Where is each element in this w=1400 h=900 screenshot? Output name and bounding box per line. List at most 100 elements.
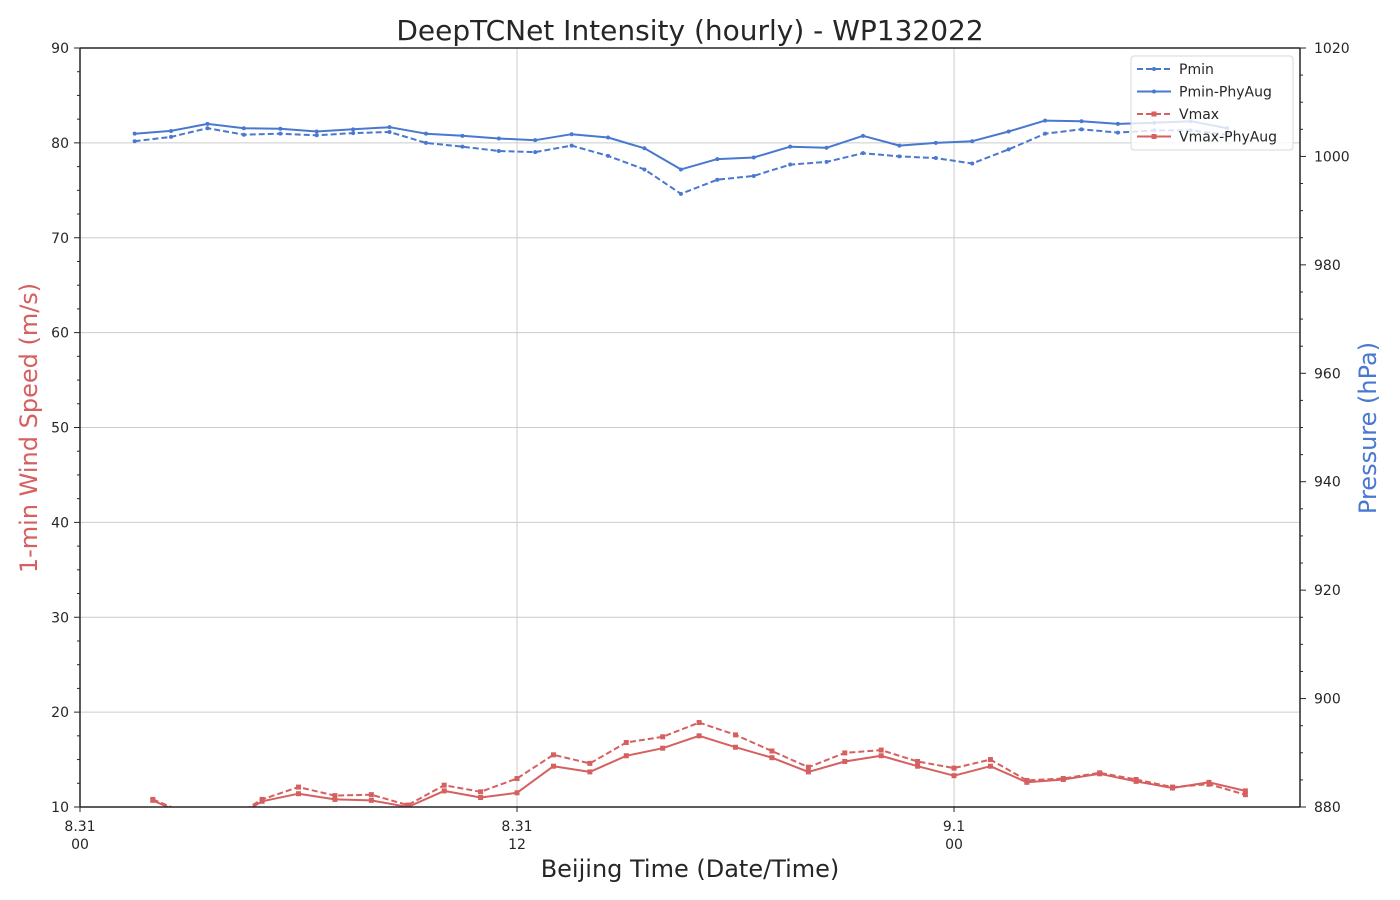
data-point — [751, 155, 756, 160]
y-right-tick-label: 920 — [1314, 583, 1341, 599]
legend-item: Vmax-PhyAug — [1137, 130, 1277, 146]
data-point — [351, 127, 356, 132]
data-point — [715, 157, 720, 162]
data-point — [751, 173, 756, 178]
data-point — [733, 732, 739, 738]
data-point — [1043, 131, 1048, 136]
legend-label: Vmax — [1179, 107, 1219, 123]
data-point — [314, 129, 319, 134]
data-point — [878, 747, 884, 753]
data-point — [606, 135, 611, 140]
data-point — [788, 144, 793, 149]
legend-swatch-marker — [1152, 89, 1156, 94]
y-left-tick-label: 60 — [51, 326, 69, 342]
data-point — [878, 753, 884, 759]
y-left-tick-label: 70 — [51, 231, 69, 247]
data-point — [1079, 127, 1084, 132]
data-point — [169, 128, 174, 133]
data-point — [733, 744, 739, 750]
data-point — [623, 753, 629, 759]
data-point — [496, 136, 501, 141]
y-axis-left-title: 1-min Wind Speed (m/s) — [15, 283, 43, 573]
y-left-tick-label: 10 — [51, 800, 69, 816]
data-point — [569, 143, 574, 148]
y-right-tick-label: 880 — [1314, 800, 1341, 816]
data-point — [970, 139, 975, 144]
data-point — [1043, 118, 1048, 123]
x-tick-label-date: 8.31 — [64, 819, 95, 835]
y-right-tick-label: 960 — [1314, 366, 1341, 382]
data-point — [1097, 771, 1103, 777]
data-point — [860, 133, 865, 138]
data-point — [533, 150, 538, 155]
data-point — [660, 734, 666, 740]
data-point — [824, 159, 829, 164]
y-right-tick-label: 1000 — [1314, 149, 1350, 165]
data-point — [423, 131, 428, 136]
data-point — [405, 804, 411, 807]
data-point — [241, 132, 246, 137]
data-point — [460, 144, 465, 149]
y-right-tick-label: 900 — [1314, 692, 1341, 708]
y-left-tick-label: 90 — [51, 41, 69, 57]
data-point — [514, 790, 520, 796]
data-point — [569, 132, 574, 137]
data-point — [1115, 121, 1120, 126]
series-pmin — [132, 126, 1230, 196]
legend-item: Pmin-PhyAug — [1137, 85, 1272, 101]
data-point — [587, 760, 593, 766]
data-point — [824, 145, 829, 150]
y-right-tick-label: 940 — [1314, 475, 1341, 491]
data-point — [606, 153, 611, 158]
data-point — [241, 126, 246, 131]
data-point — [769, 748, 775, 754]
data-point — [132, 139, 137, 144]
data-point — [678, 167, 683, 172]
data-point — [1206, 779, 1212, 785]
data-point — [951, 773, 957, 779]
legend-swatch-marker — [1151, 134, 1157, 139]
data-point — [933, 140, 938, 145]
data-point — [205, 126, 210, 131]
data-point — [351, 131, 356, 136]
data-point — [296, 784, 302, 790]
ticks: 1020304050607080908809009209409609801000… — [51, 41, 1349, 853]
data-point — [642, 146, 647, 151]
data-point — [715, 177, 720, 182]
chart-title: DeepTCNet Intensity (hourly) - WP132022 — [396, 14, 983, 47]
data-point — [696, 733, 702, 739]
x-axis-title: Beijing Time (Date/Time) — [541, 855, 840, 883]
data-point — [296, 791, 302, 797]
legend-swatch-marker — [1151, 111, 1157, 117]
legend: Pmin Pmin-PhyAug Vmax Vmax-PhyAug — [1130, 55, 1294, 151]
data-point — [441, 788, 447, 794]
data-point — [514, 776, 520, 782]
data-point — [278, 131, 283, 136]
y-left-tick-label: 80 — [51, 136, 69, 152]
data-point — [915, 763, 921, 769]
data-point — [441, 782, 447, 788]
data-point — [332, 796, 338, 802]
data-point — [368, 792, 374, 798]
data-point — [478, 795, 484, 801]
data-point — [550, 752, 556, 758]
data-point — [933, 156, 938, 161]
data-point — [460, 133, 465, 138]
data-point — [897, 154, 902, 159]
y-right-tick-label: 1020 — [1314, 41, 1350, 57]
data-point — [278, 126, 283, 131]
y-left-tick-label: 30 — [51, 610, 69, 626]
y-axis-right-title: Pressure (hPa) — [1354, 342, 1382, 514]
data-point — [259, 798, 265, 804]
x-tick-label-date: 8.31 — [501, 819, 532, 835]
data-point — [1024, 779, 1030, 785]
data-point — [550, 763, 556, 769]
data-point — [387, 130, 392, 135]
legend-item: Pmin — [1137, 62, 1214, 78]
legend-item: Vmax — [1137, 107, 1219, 123]
data-point — [368, 797, 374, 803]
data-point — [642, 167, 647, 172]
data-point — [1133, 778, 1139, 784]
series-vmax-phyaug — [150, 733, 1248, 807]
